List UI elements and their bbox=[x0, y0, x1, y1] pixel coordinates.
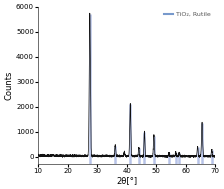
X-axis label: 2θ[°]: 2θ[°] bbox=[116, 176, 137, 185]
Y-axis label: Counts: Counts bbox=[4, 71, 13, 100]
Legend: TiO₂, Rutile: TiO₂, Rutile bbox=[162, 10, 212, 19]
